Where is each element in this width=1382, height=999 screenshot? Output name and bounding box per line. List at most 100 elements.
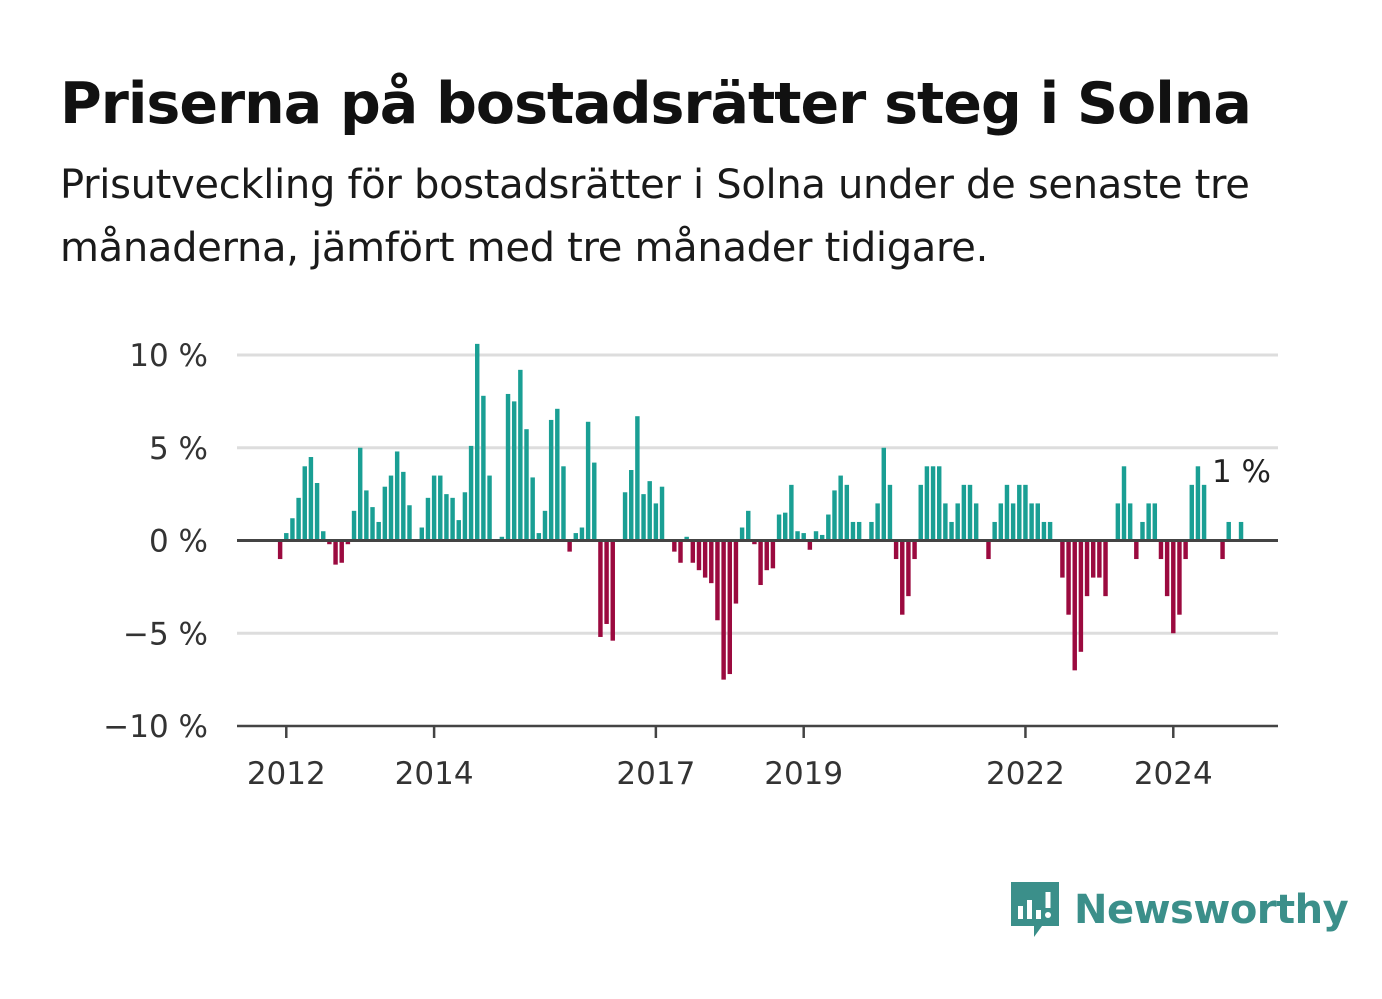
bar: [622, 492, 628, 541]
bar: [339, 540, 344, 563]
bar: [992, 521, 997, 541]
bar: [1134, 540, 1139, 560]
labels: 1 %: [1212, 454, 1271, 490]
bar: [893, 540, 899, 560]
bar: [1097, 540, 1102, 578]
bar: [388, 475, 394, 541]
bar: [530, 477, 535, 541]
bar: [696, 540, 702, 571]
bar: [752, 540, 757, 545]
bar: [314, 483, 320, 541]
bar: [431, 475, 437, 541]
bar: [967, 484, 973, 541]
bar: [653, 503, 659, 541]
bar: [425, 497, 431, 541]
bar: [641, 494, 646, 541]
bar: [302, 466, 307, 541]
bar: [659, 486, 665, 541]
bar: [844, 484, 850, 541]
bar: [678, 540, 683, 563]
bar: [357, 447, 363, 541]
bar: [937, 466, 942, 541]
bar: [795, 531, 800, 541]
bar: [321, 531, 326, 541]
bar: [1152, 503, 1158, 541]
bar: [419, 527, 425, 541]
bar: [1238, 521, 1244, 541]
bar: [733, 540, 739, 604]
bar: [1164, 540, 1170, 597]
bar: [912, 540, 917, 560]
bar: [900, 540, 905, 615]
bar: [1220, 540, 1225, 560]
bar: [1084, 540, 1090, 597]
bar: [604, 540, 609, 624]
bar: [758, 540, 763, 586]
bar: [709, 540, 714, 584]
bar: [481, 395, 486, 541]
x-tick-label: 2017: [616, 756, 695, 792]
bar: [468, 445, 474, 541]
bar: [592, 462, 597, 541]
y-tick-label: 0 %: [149, 524, 208, 560]
bar: [450, 497, 455, 541]
x-tick-label: 2022: [986, 756, 1065, 792]
bar: [887, 484, 893, 541]
bar: [456, 520, 461, 541]
bar: [856, 521, 862, 541]
bar: [579, 527, 585, 541]
bar: [1072, 540, 1077, 671]
bar: [1010, 503, 1016, 541]
chart-title: Priserna på bostadsrätter steg i Solna: [60, 71, 1252, 137]
bar: [1226, 521, 1231, 541]
bar: [1017, 484, 1022, 541]
bar: [438, 475, 443, 541]
bar: [943, 503, 948, 541]
bar: [1140, 521, 1145, 541]
bar: [536, 533, 542, 541]
y-tick-label: 5 %: [149, 431, 208, 467]
bar: [702, 540, 708, 578]
bar: [364, 490, 369, 541]
x-tick-label: 2012: [247, 756, 326, 792]
bar: [629, 470, 634, 541]
bar: [518, 369, 523, 541]
bar: [1189, 484, 1194, 541]
bar: [487, 475, 492, 541]
bar: [727, 540, 732, 675]
bar: [1171, 540, 1176, 634]
bar: [1201, 484, 1207, 541]
y-tick-label: 10 %: [129, 338, 208, 374]
last-value-label: 1 %: [1212, 454, 1271, 490]
bar: [444, 494, 449, 541]
bar: [1115, 503, 1121, 541]
x-tick-label: 2024: [1134, 756, 1213, 792]
bar: [327, 540, 332, 545]
bar: [813, 531, 819, 541]
bar: [721, 540, 726, 680]
bar: [394, 451, 400, 541]
bar: [345, 540, 351, 545]
bar: [370, 507, 375, 541]
bar: [850, 521, 856, 541]
bar: [838, 475, 843, 541]
bar: [1047, 521, 1053, 541]
bar: [1090, 540, 1096, 578]
bar: [930, 466, 936, 541]
bar: [986, 540, 991, 560]
bar: [1029, 503, 1034, 541]
bar: [955, 503, 960, 541]
bar: [832, 490, 837, 541]
bar: [296, 497, 301, 541]
bar: [789, 484, 794, 541]
x-tick-label: 2014: [395, 756, 474, 792]
y-tick-label: −5 %: [123, 616, 208, 652]
bar: [376, 521, 381, 541]
bar: [998, 503, 1004, 541]
x-tick-label: 2019: [764, 756, 843, 792]
bar: [567, 540, 572, 552]
bar: [647, 481, 652, 541]
bar: [561, 466, 566, 541]
bar: [1146, 503, 1151, 541]
bar: [382, 486, 388, 541]
